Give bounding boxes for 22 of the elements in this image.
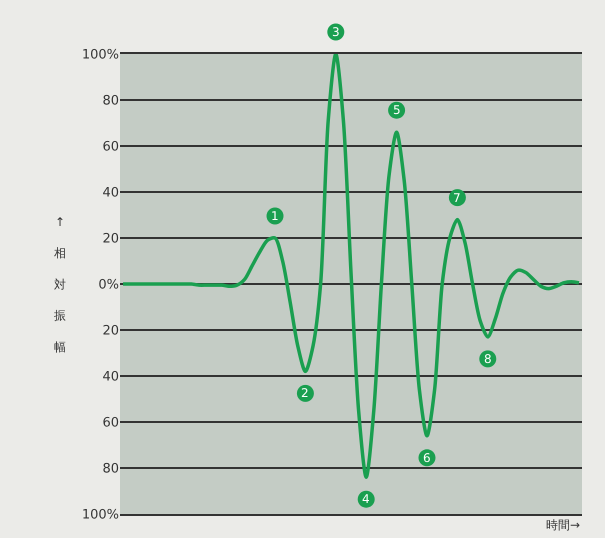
annotation: 4 bbox=[362, 492, 370, 506]
annotation: 1 bbox=[271, 209, 279, 223]
y-tick-label: 40 bbox=[102, 186, 119, 201]
annotation: 8 bbox=[484, 352, 492, 366]
y-tick-label: 60 bbox=[102, 416, 119, 431]
y-tick-label: 80 bbox=[102, 462, 119, 477]
line-series bbox=[121, 54, 581, 479]
y-tick-label: 40 bbox=[102, 370, 119, 385]
y-tick-label: 100% bbox=[82, 508, 119, 523]
text: ↑相対振幅 bbox=[54, 215, 66, 354]
annotation: 5 bbox=[393, 103, 401, 117]
y-tick-label: 20 bbox=[102, 324, 119, 339]
y-tick-label: 0% bbox=[98, 278, 119, 293]
annotation: 7 bbox=[453, 191, 461, 205]
annotation: 6 bbox=[423, 451, 431, 465]
y-tick-label: 20 bbox=[102, 232, 119, 247]
y-tick-label: 80 bbox=[102, 94, 119, 109]
y-tick-label: 100% bbox=[82, 48, 119, 63]
annotation: 3 bbox=[332, 25, 340, 39]
x-axis-title: 時間→ bbox=[546, 518, 580, 532]
y-tick-label: 60 bbox=[102, 140, 119, 155]
annotation: 2 bbox=[301, 386, 309, 400]
